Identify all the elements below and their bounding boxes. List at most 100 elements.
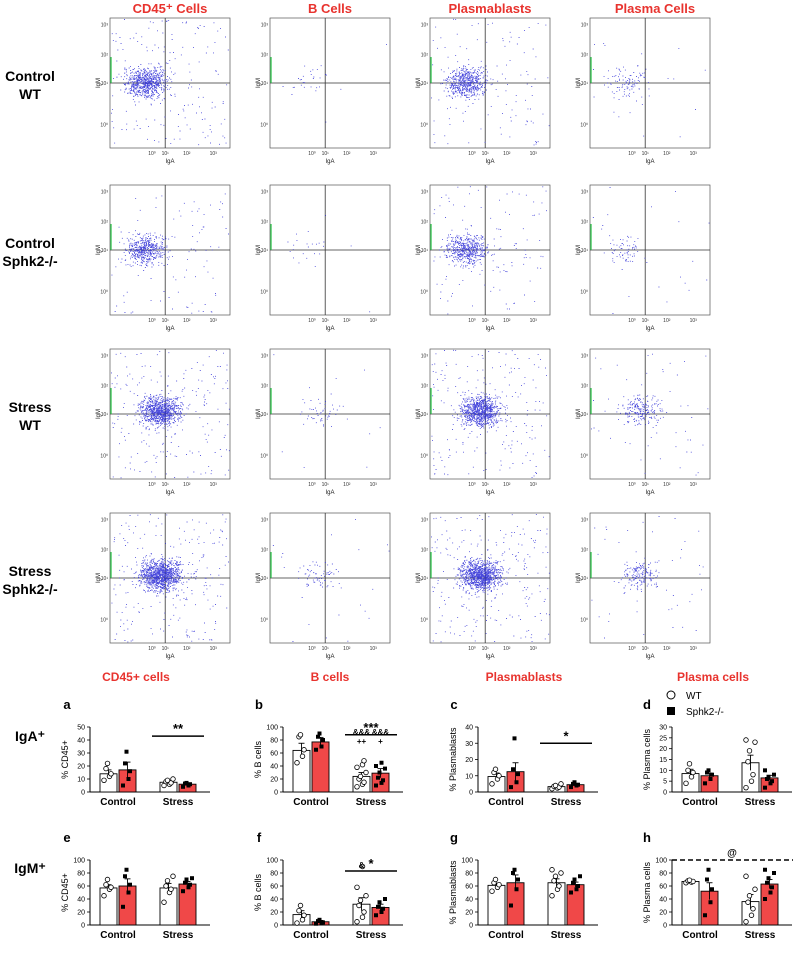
y-axis-label: % Plasmablasts [448,727,458,792]
x-category-label: Control [100,797,136,808]
y-tick-label: 40 [270,764,278,771]
data-point-sphk2 [763,768,767,773]
y-tick-label: 0 [663,923,667,930]
flow-column-header: B Cells [308,1,352,16]
data-point-wt [489,781,495,787]
flow-row-label-line1: Control [5,68,55,84]
y-tick-label: 10 [465,773,473,780]
data-point-wt [354,884,360,890]
data-point-wt [496,773,502,779]
data-point-wt [361,758,367,764]
data-point-sphk2 [514,887,519,892]
data-point-wt [686,761,693,767]
x-category-label: Control [293,797,329,808]
flow-y-tick: 10³ [261,354,269,360]
data-point-sphk2 [316,734,320,739]
data-point-wt [496,882,502,888]
data-point-sphk2 [121,904,125,909]
data-point-wt [690,769,696,776]
y-tick-label: 20 [465,757,473,764]
flow-x-tick: 10³ [690,482,698,488]
y-axis-label: % B cells [253,873,263,911]
flow-y-tick: 10³ [581,518,589,524]
significance-stars: * [368,856,374,871]
y-tick-label: 60 [659,884,667,891]
data-point-sphk2 [516,772,520,777]
panel-letter: e [63,830,70,845]
x-category-label: Stress [551,930,582,941]
flow-x-label: IgA [325,326,334,332]
data-point-sphk2 [376,775,380,780]
bar-chart-h: h 0 20 40 60 80 100% Plasma cells Control Stress… [642,830,793,941]
flow-x-tick: 10² [183,318,191,324]
x-category-label: Stress [163,930,194,941]
flow-y-tick: 10² [421,52,429,58]
flow-y-tick: 10⁰ [580,454,588,460]
flow-x-tick: 10² [503,646,511,652]
flow-x-tick: 10³ [370,151,378,157]
y-tick-label: 0 [469,923,473,930]
data-point-wt [299,753,306,759]
data-point-sphk2 [512,736,517,741]
data-point-wt [104,876,111,883]
data-point-wt [552,873,559,879]
flow-y-tick: 10⁰ [420,454,428,460]
data-point-sphk2 [572,780,577,785]
data-point-wt [354,764,360,770]
flow-x-tick: 10² [183,151,191,157]
flow-y-label: IgM [416,78,422,88]
data-point-wt [743,919,749,925]
y-tick-label: 60 [270,884,278,891]
data-point-sphk2 [705,770,709,775]
data-point-sphk2 [321,920,325,925]
data-point-sphk2 [578,874,582,879]
flow-x-tick: 10¹ [482,482,490,488]
x-category-label: Stress [745,797,776,808]
data-point-wt [354,919,360,925]
x-category-label: Control [100,930,136,941]
data-point-sphk2 [703,913,707,918]
bar-wt [681,881,700,926]
event-dots [431,513,550,643]
y-tick-label: 100 [266,725,278,732]
data-point-wt [752,886,758,892]
flow-x-tick: 10³ [210,646,218,652]
flow-x-tick: 10⁰ [468,318,476,324]
flow-x-tick: 10² [343,151,351,157]
data-point-sphk2 [319,744,324,749]
y-tick-label: 80 [270,871,278,878]
y-tick-label: 40 [465,897,473,904]
flow-y-tick: 10⁰ [100,123,108,129]
data-point-wt [750,906,756,912]
x-category-label: Stress [356,930,387,941]
y-tick-label: 40 [465,725,473,732]
data-point-sphk2 [763,867,767,872]
y-tick-label: 20 [659,746,667,753]
data-point-wt [492,876,499,883]
flow-y-tick: 10¹ [261,412,269,418]
flow-x-label: IgA [325,654,334,660]
y-tick-label: 15 [659,757,667,764]
data-point-sphk2 [511,767,515,772]
data-point-sphk2 [377,900,382,905]
data-point-sphk2 [383,897,387,901]
flow-y-tick: 10¹ [261,576,269,582]
flow-y-tick: 10⁰ [580,123,588,129]
flow-x-tick: 10³ [370,482,378,488]
flow-x-tick: 10⁰ [148,318,156,324]
y-tick-label: 40 [77,738,85,745]
posthoc-symbol: + [378,737,383,746]
flow-y-tick: 10¹ [581,248,589,254]
data-point-sphk2 [314,747,318,752]
data-point-sphk2 [708,777,713,781]
flow-x-label: IgA [165,159,174,165]
flow-y-tick: 10² [261,383,269,389]
flow-x-tick: 10³ [210,318,218,324]
bar-chart-d: d 0 5 10 15 20 25 30 % Plasma cells Control Stress [642,697,792,808]
legend-ko-marker [667,707,675,715]
data-point-sphk2 [763,897,767,901]
bar-column-header: Plasma cells [677,670,749,684]
y-tick-label: 5 [663,779,667,786]
flow-y-tick: 10⁰ [420,618,428,624]
